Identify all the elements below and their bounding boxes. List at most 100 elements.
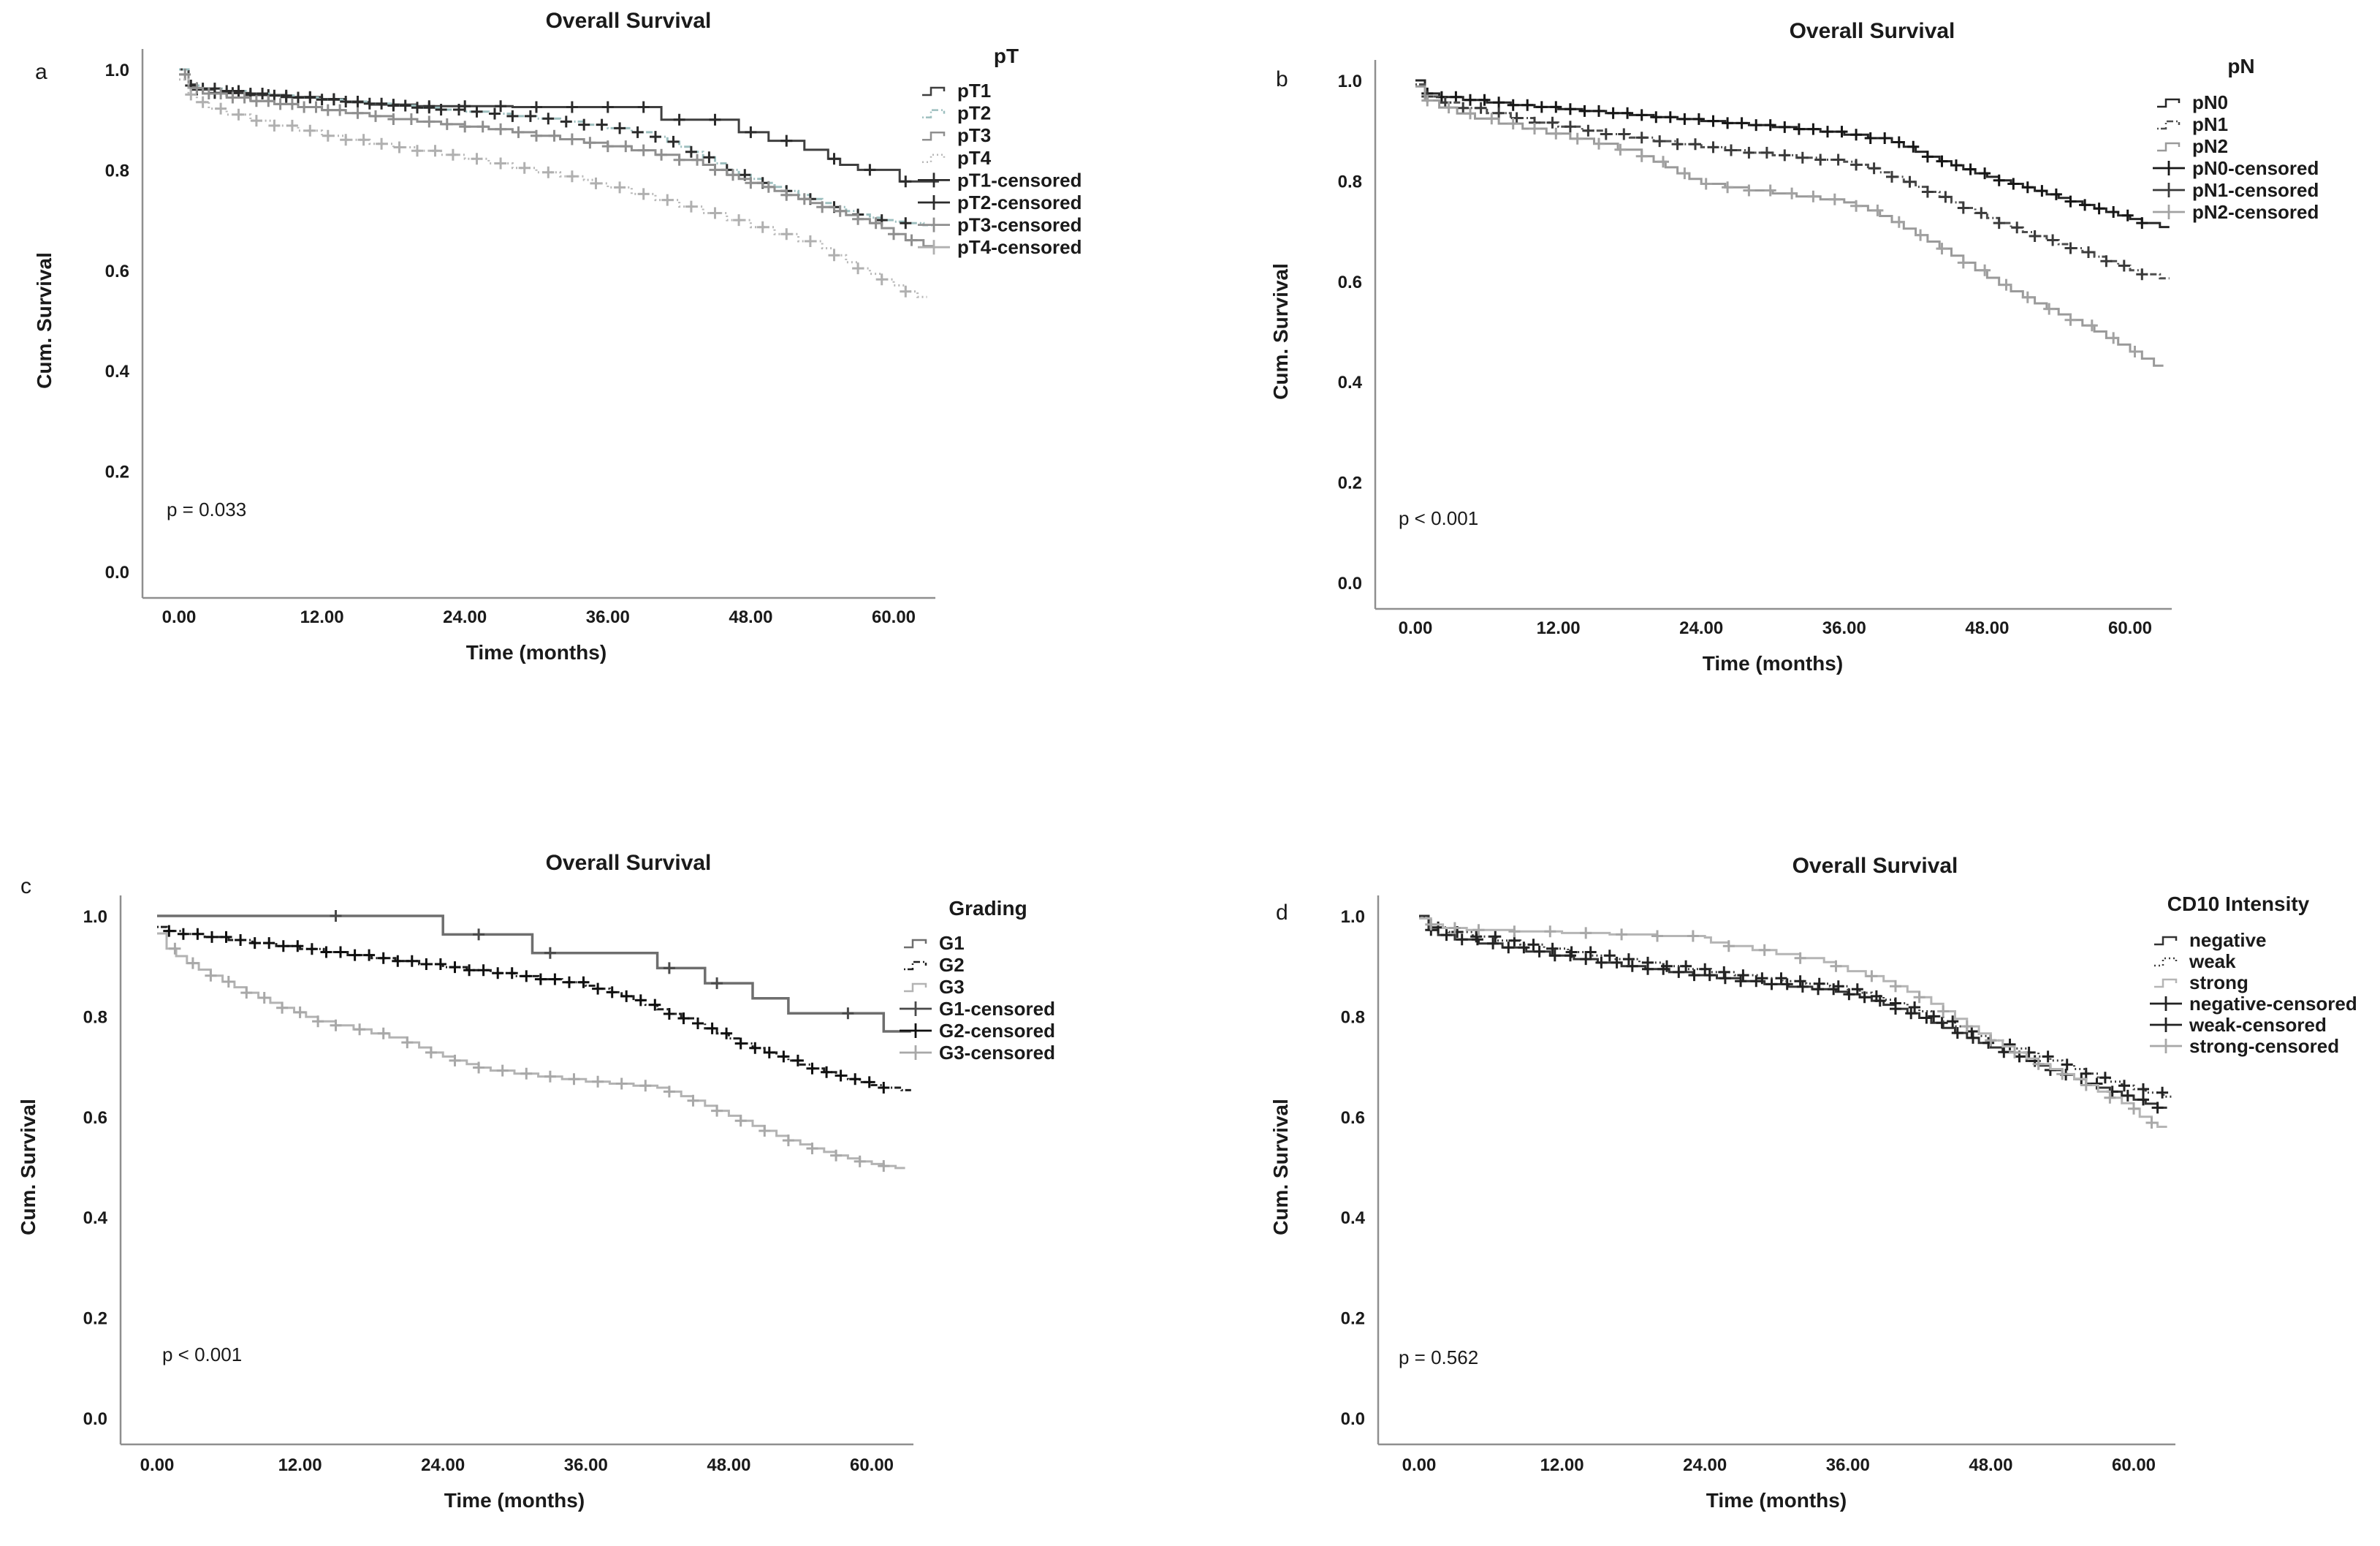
legend-line-swatch <box>2154 936 2178 946</box>
y-tick-label: 0.8 <box>1341 1007 1365 1027</box>
censor-marks-G2 <box>163 925 890 1094</box>
y-tick-label: 0.4 <box>1341 1208 1366 1228</box>
legend-censor-swatch <box>2150 1018 2182 1032</box>
km-curve-pN1 <box>1415 83 2170 280</box>
legend-item-G3: G3 <box>904 976 965 998</box>
y-tick-label: 0.2 <box>83 1309 107 1329</box>
legend-item-pN1: pN1 <box>2157 113 2228 135</box>
censor-marks-weak <box>1432 921 2169 1099</box>
legend-item-G3-censored: G3-censored <box>900 1042 1055 1064</box>
y-tick-label: 0.2 <box>105 463 129 482</box>
y-tick-label: 0.0 <box>1341 1409 1365 1429</box>
km-curve-pT3 <box>179 73 933 248</box>
legend-item-pN2: pN2 <box>2157 135 2228 157</box>
km-chart-d: Overall Survival d p = 0.562 1.0 0.8 0.6 0.4 0.… <box>1269 854 2357 1512</box>
censor-marks-pT4 <box>185 88 912 298</box>
legend-title: Grading <box>948 897 1027 920</box>
legend-item-pT4: pT4 <box>922 147 992 169</box>
x-axis-title: Time (months) <box>444 1489 585 1512</box>
censor-marks-pT2 <box>185 80 912 230</box>
p-value-label: p < 0.001 <box>162 1344 242 1365</box>
legend-line-swatch <box>2157 142 2181 152</box>
km-curve-pN2 <box>1415 85 2164 367</box>
x-tick-label: 60.00 <box>2108 618 2152 638</box>
y-axis-title: Cum. Survival <box>1269 263 1292 400</box>
chart-title: Overall Survival <box>1790 19 1955 43</box>
p-value-label: p = 0.562 <box>1399 1346 1478 1368</box>
y-axis-title: Cum. Survival <box>17 1099 39 1235</box>
legend-item-strong: strong <box>2154 971 2248 993</box>
legend-line-swatch <box>2154 957 2178 967</box>
x-axis-title: Time (months) <box>1703 652 1843 675</box>
x-axis-title: Time (months) <box>1706 1489 1847 1512</box>
legend-censor-swatch <box>900 1045 932 1060</box>
legend-line-swatch <box>922 109 946 118</box>
legend-item-G2: G2 <box>904 954 965 976</box>
legend-censor-swatch <box>918 173 950 188</box>
x-tick-label: 0.00 <box>1402 1455 1437 1475</box>
panel-c-overall-survival-grading: Overall Survival c p < 0.001 1.0 0.8 0.6 0.4 0.… <box>0 811 1235 1542</box>
legend-censor-swatch <box>900 1023 932 1038</box>
legend-item-label: pT3 <box>957 124 991 146</box>
legend-item-pN0: pN0 <box>2157 91 2228 113</box>
legend-item-label: pN0 <box>2192 91 2228 113</box>
y-tick-label: 0.6 <box>1338 273 1362 292</box>
censor-marks-strong <box>1425 918 2158 1129</box>
y-tick-label: 0.2 <box>1338 474 1362 493</box>
legend-censor-swatch <box>2153 205 2185 219</box>
legend-item-G1: G1 <box>904 932 965 954</box>
legend-item-label: pN1-censored <box>2192 179 2319 201</box>
legend-censor-swatch <box>918 217 950 232</box>
p-value-label: p = 0.033 <box>167 499 246 520</box>
legend-item-G2-censored: G2-censored <box>900 1020 1055 1042</box>
legend-item-weak-censored: weak-censored <box>2150 1014 2327 1036</box>
x-tick-label: 36.00 <box>586 607 630 627</box>
legend-item-pT1-censored: pT1-censored <box>918 169 1082 191</box>
x-tick-label: 12.00 <box>300 607 344 627</box>
legend-item-label: pT4-censored <box>957 236 1082 258</box>
panel-b-overall-survival-pN: Overall Survival b p < 0.001 1.0 0.8 0.6 0.4 0.… <box>1235 0 2380 775</box>
legend-item-pT2: pT2 <box>922 102 991 124</box>
y-tick-label: 0.6 <box>1341 1108 1365 1128</box>
panel-letter: c <box>20 874 31 898</box>
y-tick-label: 0.4 <box>1338 373 1363 393</box>
legend-item-pT3: pT3 <box>922 124 991 146</box>
panel-a-overall-survival-pT: Overall Survival a p = 0.033 1.0 0.8 0.6 0.4 0.… <box>0 0 1235 775</box>
km-curve-pN0 <box>1415 79 2170 229</box>
legend-item-label: G2-censored <box>939 1020 1055 1042</box>
y-tick-label: 0.6 <box>105 262 129 281</box>
legend-item-label: G2 <box>939 954 965 976</box>
x-tick-label: 0.00 <box>140 1455 175 1475</box>
km-curve-pT2 <box>179 68 933 227</box>
x-axis-title: Time (months) <box>466 641 607 664</box>
x-tick-label: 0.00 <box>1399 618 1433 638</box>
legend-item-label: G1 <box>939 932 965 954</box>
legend-censor-swatch <box>2153 161 2185 175</box>
legend-item-label: pN2-censored <box>2192 201 2319 223</box>
y-tick-label: 0.8 <box>1338 172 1362 192</box>
legend-censor-swatch <box>2150 1039 2182 1053</box>
x-tick-label: 0.00 <box>162 607 197 627</box>
legend-item-G1-censored: G1-censored <box>900 998 1055 1020</box>
legend-item-label: negative-censored <box>2189 993 2357 1015</box>
x-tick-label: 60.00 <box>872 607 916 627</box>
x-tick-label: 24.00 <box>1679 618 1723 638</box>
x-tick-label: 60.00 <box>2112 1455 2156 1475</box>
legend-item-label: pT1 <box>957 80 991 102</box>
km-curve-strong <box>1419 917 2167 1128</box>
legend-item-pT3-censored: pT3-censored <box>918 214 1082 236</box>
legend-line-swatch <box>2154 978 2178 988</box>
legend-item-label: G3 <box>939 976 965 998</box>
legend-item-label: weak <box>2189 950 2236 972</box>
x-tick-label: 12.00 <box>1537 618 1581 638</box>
x-tick-label: 24.00 <box>421 1455 465 1475</box>
km-curve-pT4 <box>179 78 927 298</box>
legend-item-label: pN0-censored <box>2192 157 2319 179</box>
legend-item-label: negative <box>2189 929 2267 951</box>
legend-item-label: strong-censored <box>2189 1035 2339 1057</box>
x-tick-label: 24.00 <box>1683 1455 1727 1475</box>
km-chart-a: Overall Survival a p = 0.033 1.0 0.8 0.6 0.4 0.… <box>33 9 1082 664</box>
legend-item-pT1: pT1 <box>922 80 991 102</box>
panel-d-overall-survival-cd10: Overall Survival d p = 0.562 1.0 0.8 0.6 0.4 0.… <box>1235 811 2380 1542</box>
legend-line-swatch <box>922 154 946 164</box>
